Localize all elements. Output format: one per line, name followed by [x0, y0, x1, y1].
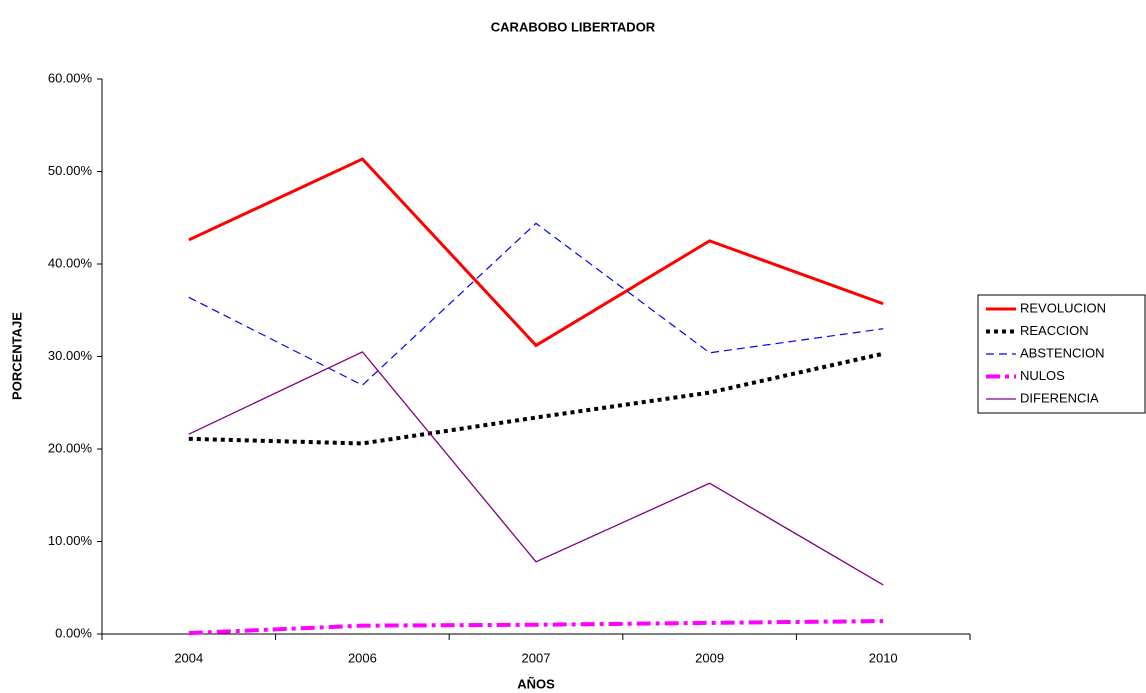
legend-label: REVOLUCION	[1020, 300, 1106, 315]
series-line	[188, 619, 884, 636]
y-tick-label: 30.00%	[48, 348, 93, 363]
series-line	[188, 351, 884, 586]
x-tick-label: 2009	[695, 650, 724, 665]
y-tick-label: 20.00%	[48, 440, 93, 455]
y-tick-label: 40.00%	[48, 255, 93, 270]
legend-label: REACCION	[1020, 323, 1089, 338]
series-line	[188, 351, 884, 446]
legend-label: NULOS	[1020, 368, 1065, 383]
y-tick-label: 0.00%	[55, 625, 92, 640]
legend-label: DIFERENCIA	[1020, 390, 1099, 405]
legend-label: ABSTENCION	[1020, 345, 1105, 360]
x-tick-label: 2010	[869, 650, 898, 665]
x-tick-label: 2004	[174, 650, 203, 665]
y-tick-label: 10.00%	[48, 533, 93, 548]
series-line	[188, 222, 884, 386]
series-line	[188, 157, 884, 348]
chart-title: CARABOBO LIBERTADOR	[491, 19, 656, 34]
legend-box	[977, 294, 1146, 414]
x-tick-label: 2007	[522, 650, 551, 665]
y-axis-label: PORCENTAJE	[9, 312, 24, 400]
y-tick-label: 60.00%	[48, 70, 93, 85]
x-tick-label: 2006	[348, 650, 377, 665]
y-tick-label: 50.00%	[48, 163, 93, 178]
x-axis-label: AÑOS	[517, 676, 555, 691]
